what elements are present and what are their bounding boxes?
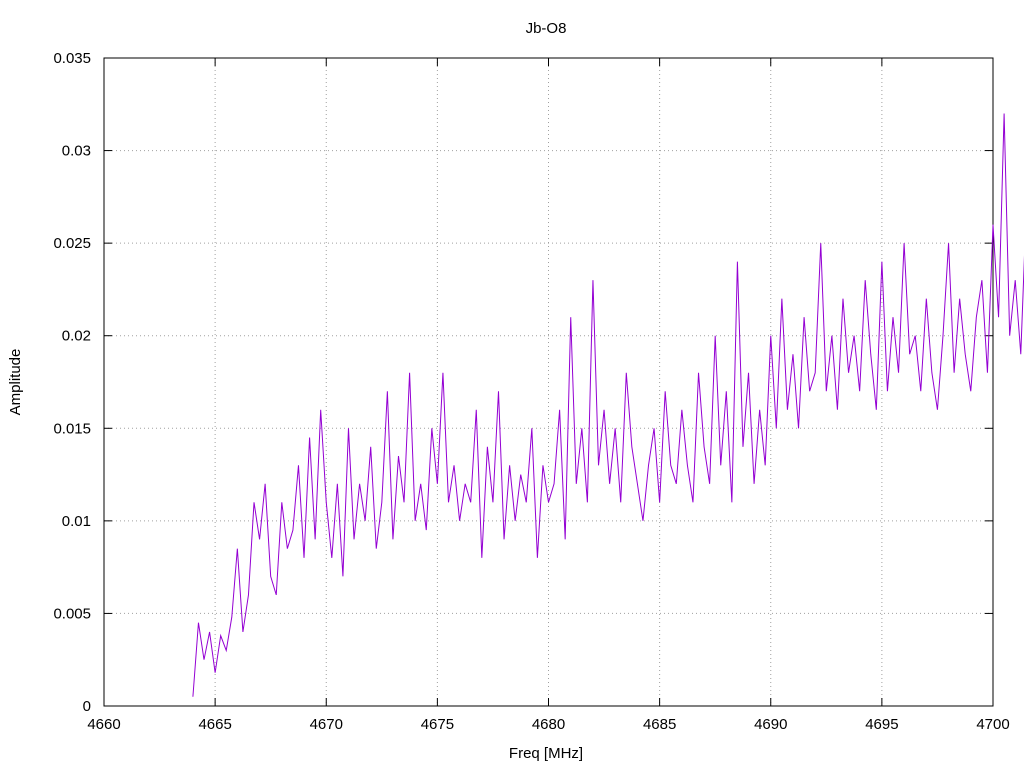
y-tick-label: 0.02: [62, 328, 91, 345]
grid-lines: [104, 58, 993, 706]
y-tick-label: 0.035: [53, 50, 91, 67]
x-tick-label: 4690: [754, 716, 787, 733]
y-axis-label: Amplitude: [7, 349, 24, 416]
chart-title: Jb-O8: [526, 20, 567, 37]
y-tick-label: 0.03: [62, 143, 91, 160]
y-tick-label: 0.005: [53, 605, 91, 622]
y-tick-label: 0.025: [53, 235, 91, 252]
y-tick-label: 0.015: [53, 420, 91, 437]
x-tick-label: 4660: [87, 716, 120, 733]
x-tick-label: 4670: [310, 716, 343, 733]
series-line: [192, 113, 1024, 697]
x-tick-label: 4700: [976, 716, 1009, 733]
x-tick-label: 4680: [532, 716, 565, 733]
series-group: [192, 113, 1024, 697]
x-axis-label: Freq [MHz]: [509, 745, 583, 762]
x-tick-labels: 4660 4665 4670 4675 4680 4685 4690 4695 4700: [87, 716, 1009, 733]
axis-ticks: [103, 57, 994, 707]
y-tick-labels: 0 0.005 0.01 0.015 0.02 0.025 0.03 0.035: [53, 50, 91, 715]
x-tick-label: 4685: [643, 716, 676, 733]
y-tick-label: 0: [83, 698, 91, 715]
x-tick-label: 4695: [865, 716, 898, 733]
x-tick-label: 4675: [421, 716, 454, 733]
x-tick-label: 4665: [198, 716, 231, 733]
y-tick-label: 0.01: [62, 513, 91, 530]
